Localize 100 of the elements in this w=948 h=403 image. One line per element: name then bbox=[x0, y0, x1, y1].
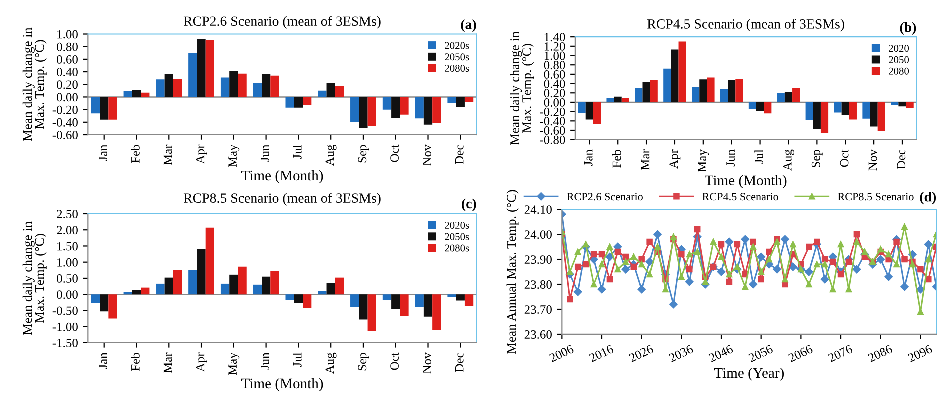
legend-label: 2050 bbox=[889, 56, 910, 64]
legend-label: RCP2.6 Scenario bbox=[567, 193, 643, 201]
y-tick-label: 0.00 bbox=[544, 98, 566, 107]
y-tick-label: 24.00 bbox=[524, 230, 552, 240]
y-tick-label: 0.40 bbox=[544, 80, 566, 88]
legend-label: 2080s bbox=[445, 244, 470, 252]
x-tick-label: Jul bbox=[293, 144, 302, 160]
legend-label: 2020 bbox=[889, 45, 910, 52]
text: (b) bbox=[900, 22, 916, 36]
y-tick-label: 1.20 bbox=[544, 42, 566, 51]
x-tick-label: Aug bbox=[326, 352, 337, 374]
x-tick-label: Mar bbox=[641, 150, 650, 170]
y-tick-label: 1.00 bbox=[544, 52, 566, 60]
y-tick-label: 0.60 bbox=[544, 70, 566, 79]
x-tick-label: Jan bbox=[584, 150, 593, 166]
x-tick-label: 2016 bbox=[588, 344, 614, 363]
y-tick-label: -0.60 bbox=[52, 131, 78, 140]
text: (d) bbox=[920, 192, 936, 205]
x-tick-label: 2056 bbox=[748, 344, 774, 363]
y-axis-title: Mean daily change in Max. Temp. (°C) bbox=[22, 222, 47, 336]
y-tick-label: 24.10 bbox=[524, 206, 552, 214]
y-tick-label: 2.50 bbox=[57, 210, 78, 219]
text: (c) bbox=[462, 198, 476, 212]
x-tick-label: Sep bbox=[358, 145, 370, 163]
x-tick-label: Nov bbox=[423, 144, 432, 166]
y-tick-label: 23.70 bbox=[524, 306, 552, 314]
x-tick-label: 2066 bbox=[788, 344, 814, 363]
y-tick-label: 1.00 bbox=[58, 258, 78, 267]
y-axis-title: Mean daily change in Max. Temp. (°C) bbox=[22, 28, 47, 142]
x-axis-title: Time (Month) bbox=[242, 378, 324, 392]
y-tick-label: 23.80 bbox=[524, 280, 552, 290]
legend-label: RCP4.5 Scenario bbox=[702, 193, 778, 201]
x-tick-label: 2006 bbox=[549, 344, 574, 363]
y-tick-label: -1.50 bbox=[52, 338, 78, 348]
x-axis-title: Time (Year) bbox=[714, 368, 784, 382]
y-tick-label: -0.40 bbox=[52, 118, 78, 127]
x-tick-label: Dec bbox=[897, 150, 906, 170]
x-tick-label: Dec bbox=[455, 145, 464, 164]
x-tick-label: Jan bbox=[99, 144, 108, 162]
x-tick-label: Nov bbox=[423, 352, 432, 374]
y-axis-title: Mean Annual Max. Temp. (°C) bbox=[506, 190, 519, 354]
legend-label: RCP8.5 Scenario bbox=[838, 193, 914, 201]
y-tick-label: -0.20 bbox=[52, 106, 78, 114]
legend-label: 2020s bbox=[445, 222, 470, 229]
x-tick-label: Feb bbox=[612, 150, 622, 168]
x-tick-label: Oct bbox=[840, 150, 849, 168]
x-tick-label: Feb bbox=[131, 145, 140, 164]
y-tick-label: -0.60 bbox=[540, 126, 566, 136]
y-tick-label: 2.00 bbox=[57, 226, 78, 235]
y-tick-label: 0.20 bbox=[544, 89, 566, 98]
x-tick-label: Jun bbox=[261, 352, 270, 370]
y-tick-label: -0.20 bbox=[540, 108, 566, 116]
legend-label: 2080s bbox=[445, 64, 470, 72]
y-tick-label: 0.40 bbox=[57, 68, 78, 77]
chart-title: RCP4.5 Scenario (mean of 3ESMs) bbox=[648, 18, 844, 32]
y-tick-label: 23.60 bbox=[524, 330, 552, 340]
y-tick-label: -0.50 bbox=[52, 306, 78, 316]
x-axis-title: Time (Month) bbox=[242, 170, 324, 184]
x-tick-label: Sep bbox=[358, 353, 370, 371]
x-tick-label: Apr bbox=[196, 144, 208, 164]
y-tick-label: 0.60 bbox=[57, 55, 78, 64]
x-tick-label: Jul bbox=[293, 352, 302, 367]
x-tick-label: Sep bbox=[812, 150, 823, 168]
x-tick-label: Jul bbox=[754, 150, 764, 164]
legend-label: 2020s bbox=[445, 42, 470, 50]
x-tick-label: Feb bbox=[131, 353, 140, 372]
x-tick-label: 2096 bbox=[908, 344, 934, 363]
x-tick-label: Apr bbox=[670, 150, 681, 169]
x-tick-label: 2046 bbox=[708, 344, 734, 363]
y-tick-label: 0.80 bbox=[57, 42, 78, 52]
y-tick-label: 1.40 bbox=[544, 33, 566, 42]
x-tick-label: Jan bbox=[99, 352, 108, 370]
x-tick-label: Oct bbox=[390, 352, 399, 370]
y-tick-label: -0.40 bbox=[540, 117, 566, 126]
x-tick-label: Mar bbox=[164, 144, 172, 166]
x-tick-label: Aug bbox=[326, 144, 337, 166]
x-tick-label: Mar bbox=[164, 352, 172, 374]
y-tick-label: 0.00 bbox=[57, 290, 78, 300]
y-tick-label: 0.20 bbox=[57, 80, 78, 90]
legend-label: 2050s bbox=[445, 54, 470, 61]
chart-title: RCP2.6 Scenario (mean of 3ESMs) bbox=[184, 16, 381, 29]
y-tick-label: -0.80 bbox=[540, 136, 566, 144]
y-tick-label: 0.00 bbox=[57, 93, 78, 102]
x-tick-label: May bbox=[228, 352, 240, 376]
y-tick-label: 0.80 bbox=[544, 61, 566, 70]
x-tick-label: May bbox=[228, 144, 240, 168]
legend-label: 2050s bbox=[445, 233, 470, 240]
x-tick-label: 2036 bbox=[668, 344, 694, 363]
x-tick-label: 2026 bbox=[628, 344, 654, 363]
x-tick-label: Aug bbox=[783, 150, 794, 171]
y-axis-title: Mean daily change in Max. Temp. (°C) bbox=[510, 32, 534, 146]
y-tick-label: 1.00 bbox=[58, 30, 78, 39]
y-tick-label: 1.50 bbox=[58, 242, 78, 251]
y-tick-label: 23.90 bbox=[524, 256, 552, 264]
x-tick-label: Jun bbox=[726, 150, 735, 167]
chart-title: RCP8.5 Scenario (mean of 3ESMs) bbox=[184, 193, 381, 206]
x-tick-label: Nov bbox=[868, 150, 878, 171]
x-tick-label: 2086 bbox=[868, 344, 894, 363]
text: (a) bbox=[461, 20, 476, 32]
x-tick-label: Oct bbox=[390, 144, 399, 162]
